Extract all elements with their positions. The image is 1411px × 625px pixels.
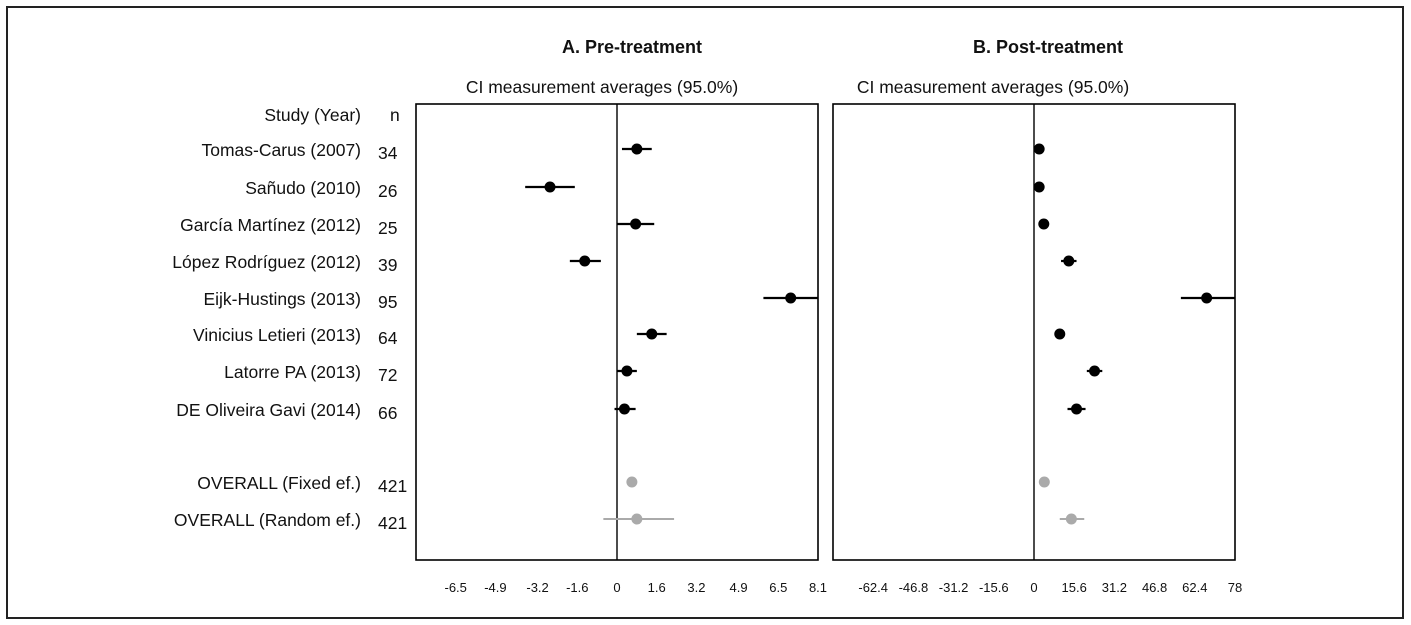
x-tick-label: 78 bbox=[1228, 580, 1242, 595]
study-estimate-marker bbox=[1201, 292, 1213, 304]
study-estimate-marker bbox=[1071, 403, 1083, 415]
study-label: Sañudo (2010) bbox=[245, 178, 361, 198]
panel-subtitle: CI measurement averages (95.0%) bbox=[857, 77, 1129, 97]
study-n: 25 bbox=[378, 218, 397, 238]
study-label: Tomas-Carus (2007) bbox=[202, 140, 362, 160]
study-n: 34 bbox=[378, 143, 398, 163]
study-estimate-marker bbox=[579, 255, 591, 267]
study-n: 95 bbox=[378, 292, 397, 312]
study-n: 39 bbox=[378, 255, 397, 275]
overall-estimate-marker bbox=[1038, 476, 1050, 488]
study-n: 421 bbox=[378, 476, 407, 496]
x-tick-label: -1.6 bbox=[566, 580, 588, 595]
study-n: 421 bbox=[378, 513, 407, 533]
x-tick-label: 0 bbox=[613, 580, 620, 595]
study-label: Vinicius Letieri (2013) bbox=[193, 325, 361, 345]
x-tick-label: 1.6 bbox=[648, 580, 666, 595]
x-tick-label: 6.5 bbox=[769, 580, 787, 595]
panel-title: B. Post-treatment bbox=[973, 37, 1123, 57]
study-n: 26 bbox=[378, 181, 397, 201]
figure-border bbox=[6, 6, 1404, 619]
study-estimate-marker bbox=[1089, 365, 1101, 377]
x-tick-label: 62.4 bbox=[1182, 580, 1207, 595]
study-label: García Martínez (2012) bbox=[180, 215, 361, 235]
x-tick-label: -62.4 bbox=[858, 580, 888, 595]
study-estimate-marker bbox=[631, 143, 643, 155]
study-estimate-marker bbox=[618, 403, 630, 415]
header-study-label: Study (Year) bbox=[264, 105, 361, 125]
study-label: López Rodríguez (2012) bbox=[172, 252, 361, 272]
panel-title: A. Pre-treatment bbox=[562, 37, 702, 57]
x-tick-label: 15.6 bbox=[1062, 580, 1087, 595]
study-label: DE Oliveira Gavi (2014) bbox=[176, 400, 361, 420]
x-tick-label: -6.5 bbox=[445, 580, 467, 595]
panel-subtitle: CI measurement averages (95.0%) bbox=[466, 77, 738, 97]
study-n: 72 bbox=[378, 365, 397, 385]
study-estimate-marker bbox=[621, 365, 633, 377]
study-estimate-marker bbox=[646, 328, 658, 340]
overall-estimate-marker bbox=[631, 513, 643, 525]
header-n-label: n bbox=[390, 105, 400, 125]
study-estimate-marker bbox=[1033, 181, 1045, 193]
study-estimate-marker bbox=[1038, 218, 1050, 230]
study-estimate-marker bbox=[544, 181, 556, 193]
study-labels: Tomas-Carus (2007) 34 Sañudo (2010) 26 Garcí… bbox=[172, 140, 407, 533]
overall-label: OVERALL (Fixed ef.) bbox=[197, 473, 361, 493]
study-n: 64 bbox=[378, 328, 398, 348]
overall-label: OVERALL (Random ef.) bbox=[174, 510, 361, 530]
overall-estimate-marker bbox=[626, 476, 638, 488]
x-tick-label: 0 bbox=[1030, 580, 1037, 595]
study-n: 66 bbox=[378, 403, 397, 423]
x-tick-label: -46.8 bbox=[899, 580, 929, 595]
x-tick-label: 3.2 bbox=[687, 580, 705, 595]
x-tick-label: 4.9 bbox=[730, 580, 748, 595]
study-estimate-marker bbox=[1054, 328, 1066, 340]
study-label: Latorre PA (2013) bbox=[224, 362, 361, 382]
x-tick-label: -15.6 bbox=[979, 580, 1009, 595]
study-estimate-marker bbox=[785, 292, 797, 304]
x-tick-label: 31.2 bbox=[1102, 580, 1127, 595]
panel-post-treatment: B. Post-treatment CI measurement averages… bbox=[832, 37, 1242, 595]
x-tick-label: -3.2 bbox=[526, 580, 548, 595]
panel-pre-treatment: A. Pre-treatment CI measurement averages … bbox=[415, 37, 827, 595]
study-estimate-marker bbox=[1033, 143, 1045, 155]
x-tick-label: 8.1 bbox=[809, 580, 827, 595]
study-estimate-marker bbox=[1063, 255, 1075, 267]
x-tick-label: -31.2 bbox=[939, 580, 969, 595]
x-tick-label: -4.9 bbox=[484, 580, 506, 595]
x-tick-label: 46.8 bbox=[1142, 580, 1167, 595]
overall-estimate-marker bbox=[1065, 513, 1077, 525]
study-estimate-marker bbox=[630, 218, 642, 230]
study-label: Eijk-Hustings (2013) bbox=[203, 289, 361, 309]
